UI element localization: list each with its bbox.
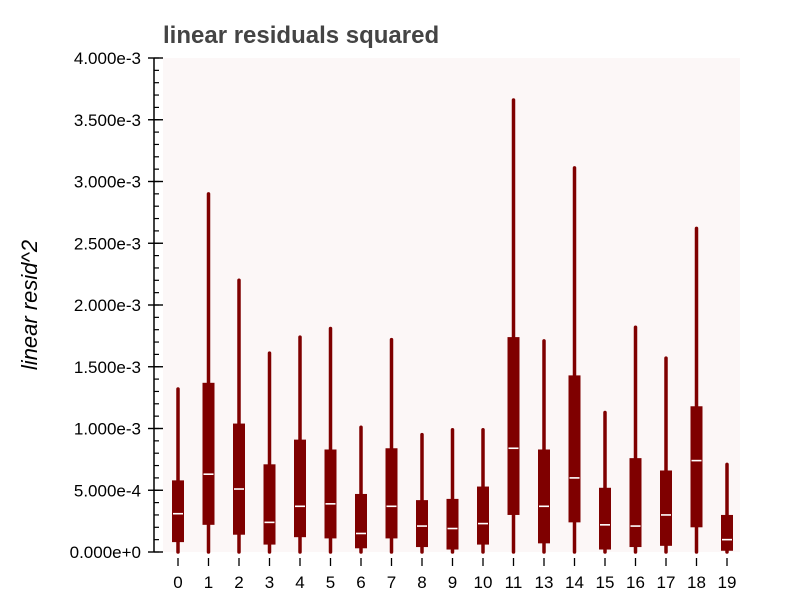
y-tick-label: 1.000e-3 <box>74 420 141 439</box>
box-iqr <box>355 493 367 549</box>
box-series <box>172 98 733 554</box>
box-group <box>660 356 672 554</box>
y-tick-label: 1.500e-3 <box>74 358 141 377</box>
x-tick-label: 3 <box>265 573 274 592</box>
box-group <box>416 432 428 554</box>
x-tick-label: 18 <box>687 573 706 592</box>
box-iqr <box>660 470 672 546</box>
box-iqr <box>629 458 642 548</box>
box-iqr <box>294 439 306 538</box>
box-iqr <box>599 487 611 550</box>
box-iqr <box>507 337 520 515</box>
box-iqr <box>233 423 245 535</box>
y-tick-label: 4.000e-3 <box>74 49 141 68</box>
x-tick-label: 13 <box>535 573 554 592</box>
box-group <box>477 427 489 554</box>
box-iqr <box>324 449 337 539</box>
x-tick-label: 4 <box>295 573 304 592</box>
box-iqr <box>202 382 215 525</box>
box-iqr <box>690 406 703 528</box>
box-group <box>263 351 276 554</box>
box-iqr <box>385 448 398 539</box>
y-tick-label: 3.000e-3 <box>74 173 141 192</box>
box-group <box>690 226 703 554</box>
box-iqr <box>263 464 276 545</box>
box-group <box>721 462 733 554</box>
x-tick-label: 16 <box>626 573 645 592</box>
x-tick-label: 15 <box>596 573 615 592</box>
x-tick-label: 8 <box>417 573 426 592</box>
x-axis: 0 1 2 3 4 5 6 7 8 9 10 11 13 14 15 16 17 18 19 <box>173 558 736 592</box>
x-tick-label: 5 <box>326 573 335 592</box>
box-iqr <box>568 375 581 523</box>
y-axis-label: linear resid^2 <box>17 240 42 370</box>
box-group <box>355 425 367 554</box>
chart-title: linear residuals squared <box>163 22 439 49</box>
box-group <box>446 427 459 554</box>
x-tick-label: 11 <box>505 573 523 592</box>
y-tick-label: 2.500e-3 <box>74 234 141 253</box>
y-tick-label: 3.500e-3 <box>74 111 141 130</box>
box-group <box>233 278 245 554</box>
box-iqr <box>446 498 459 550</box>
x-tick-label: 19 <box>718 573 737 592</box>
x-tick-label: 2 <box>234 573 243 592</box>
box-group <box>385 337 398 554</box>
y-tick-label: 2.000e-3 <box>74 296 141 315</box>
x-tick-label: 0 <box>173 573 182 592</box>
box-group <box>599 410 611 554</box>
box-iqr <box>538 449 550 544</box>
box-group <box>568 166 581 554</box>
x-tick-label: 7 <box>387 573 396 592</box>
x-tick-label: 1 <box>204 573 213 592</box>
box-iqr <box>172 480 184 543</box>
y-tick-label: 0.000e+0 <box>70 543 141 562</box>
box-group <box>172 387 184 554</box>
box-group <box>324 326 337 554</box>
box-group <box>629 325 642 554</box>
box-group <box>294 335 306 554</box>
x-tick-label: 9 <box>448 573 457 592</box>
x-tick-label: 14 <box>565 573 584 592</box>
box-iqr <box>477 486 489 545</box>
x-tick-label: 10 <box>474 573 493 592</box>
x-tick-label: 6 <box>356 573 365 592</box>
x-tick-label: 17 <box>657 573 676 592</box>
box-group <box>538 339 550 554</box>
box-group <box>507 98 520 554</box>
box-iqr <box>721 514 733 551</box>
box-group <box>202 192 215 554</box>
y-axis: 0.000e+0 5.000e-4 1.000e-3 1.500e-3 2.000e-3… <box>70 49 163 562</box>
y-tick-label: 5.000e-4 <box>74 481 141 500</box>
box-iqr <box>416 500 428 548</box>
